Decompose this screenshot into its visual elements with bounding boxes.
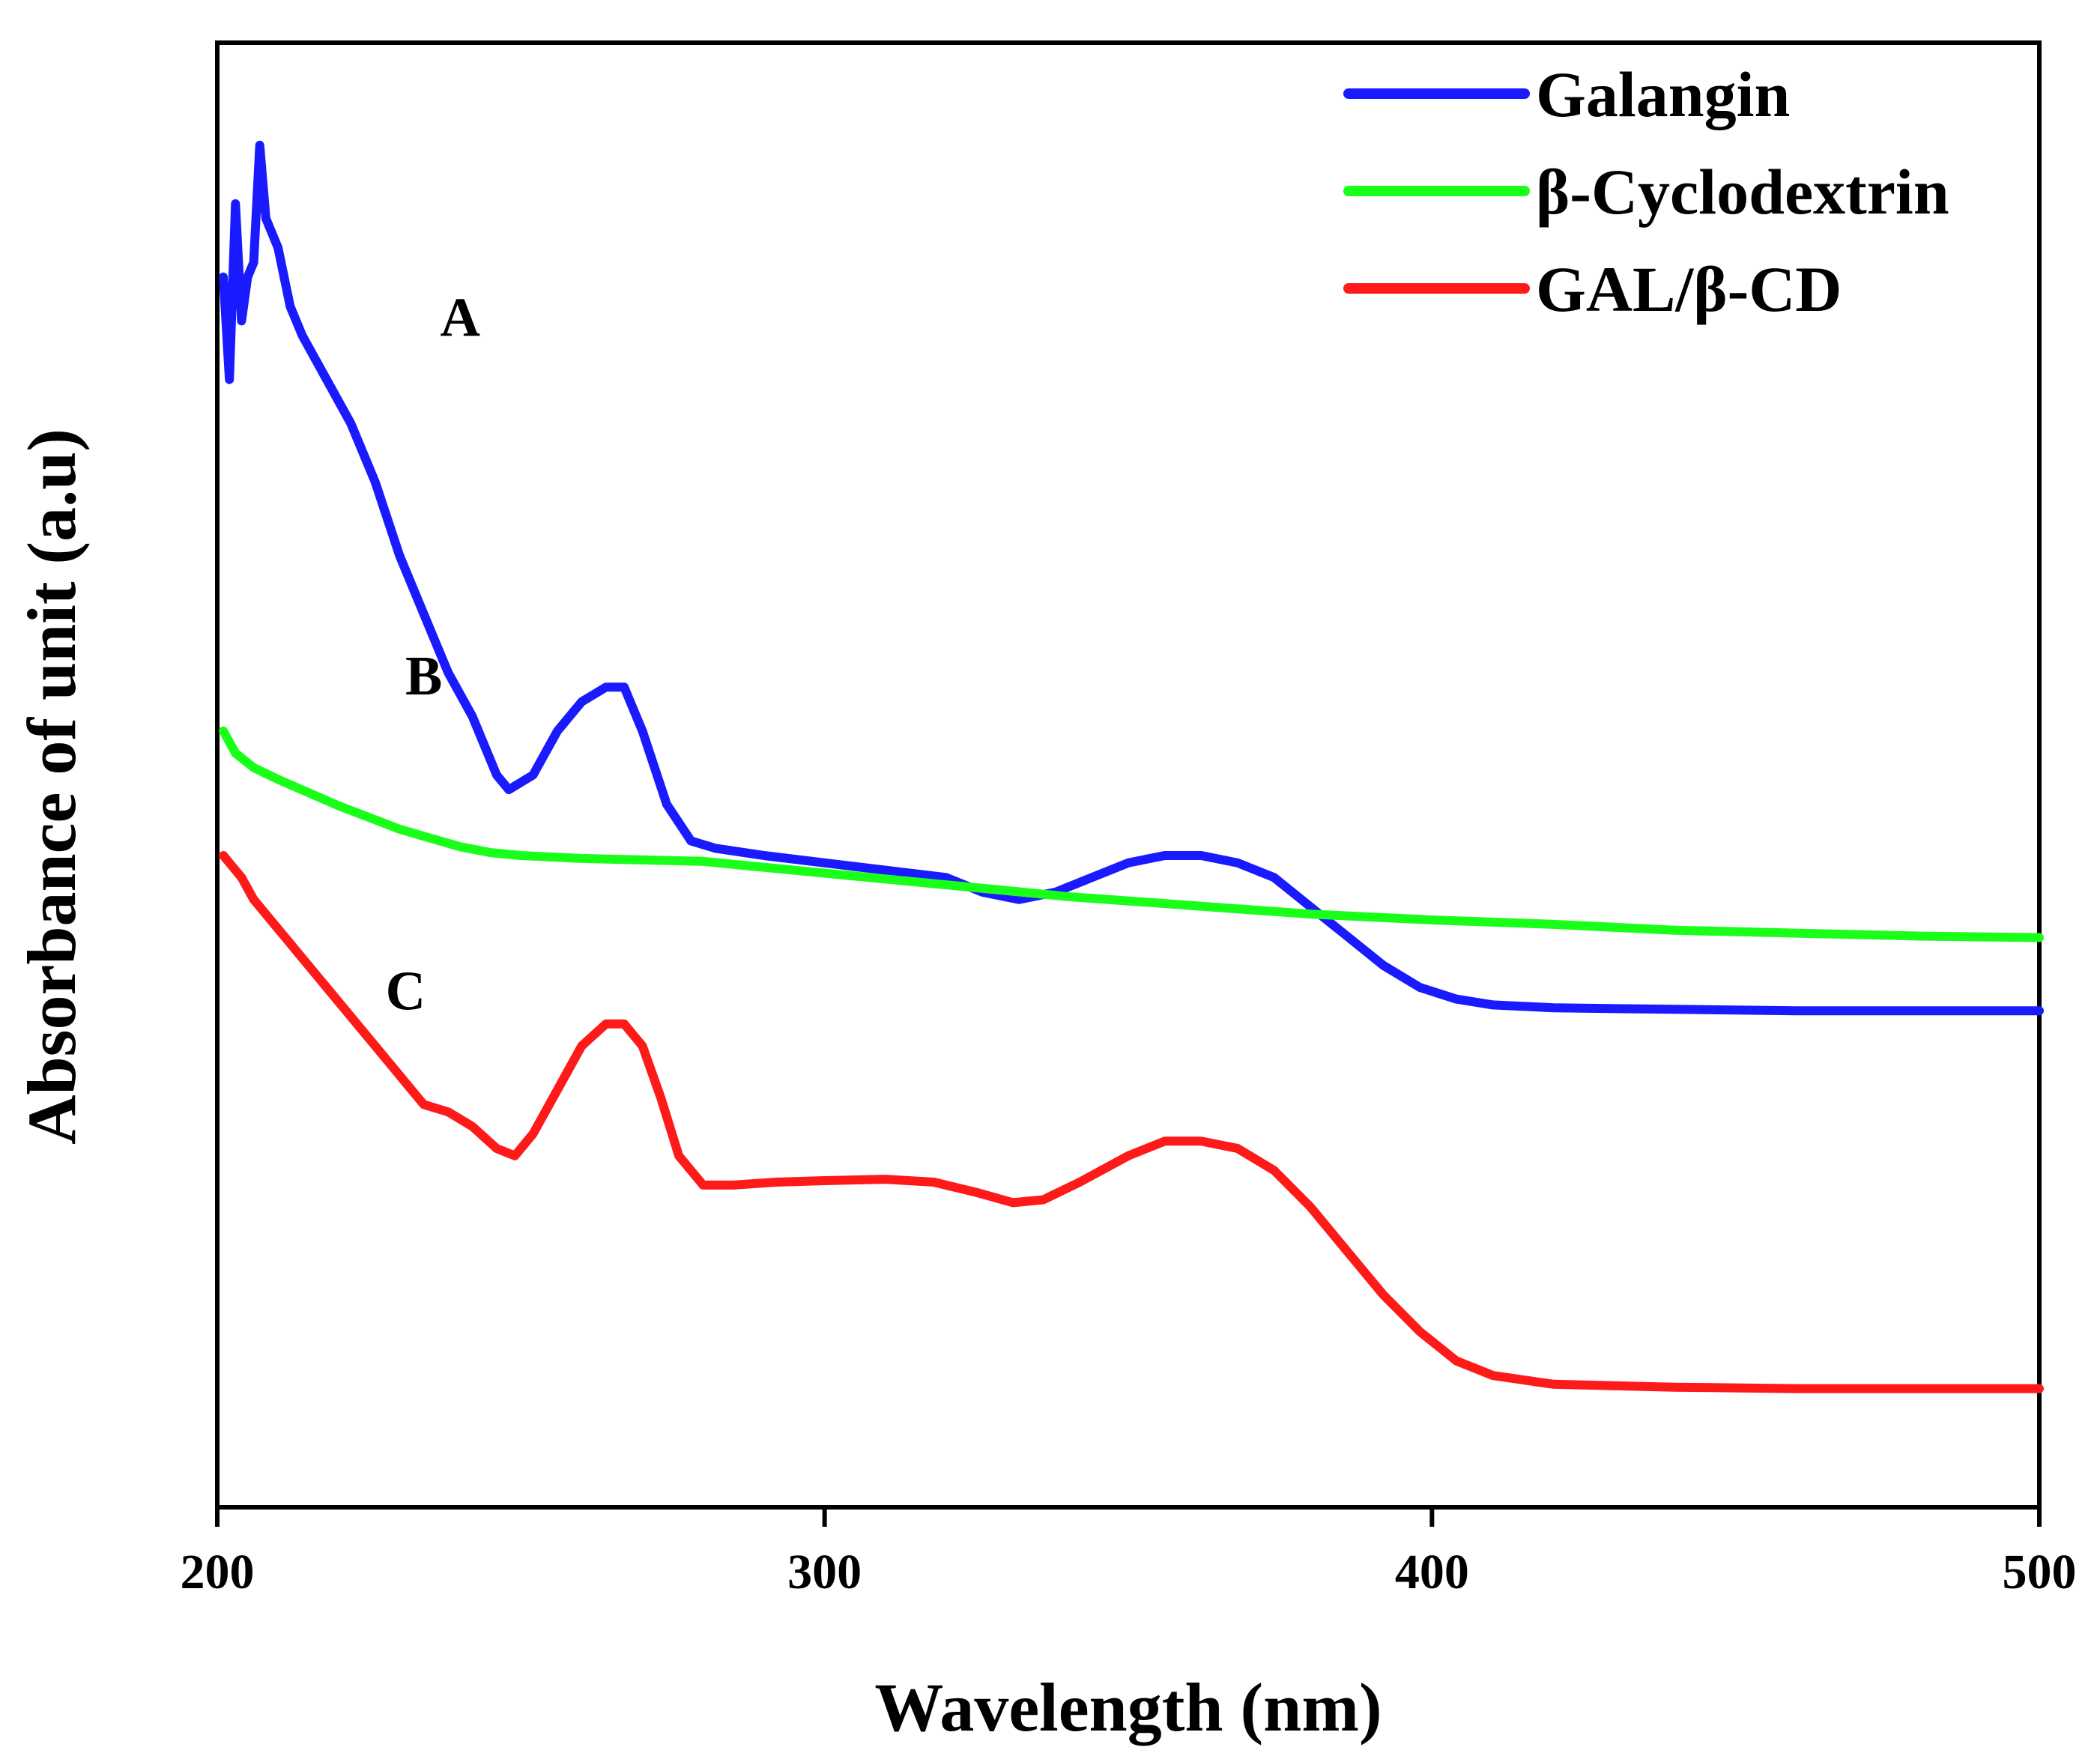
series-lines — [219, 140, 2044, 1393]
curve-label-c: C — [386, 960, 426, 1022]
curve-label-b: B — [405, 646, 442, 707]
legend-label-3: GAL/β-CD — [1536, 253, 1842, 325]
y-axis-title: Absorbance of unit (a.u) — [13, 429, 90, 1145]
legend: Galangin β-Cyclodextrin GAL/β-CD — [1343, 58, 1949, 325]
x-tick-label: 400 — [1395, 1545, 1469, 1599]
x-axis-title: Wavelength (nm) — [874, 1669, 1382, 1746]
series-line-3 — [219, 851, 2044, 1393]
legend-label-2: β-Cyclodextrin — [1536, 156, 1949, 228]
series-line-2 — [219, 726, 2044, 942]
x-tick-label: 500 — [2003, 1545, 2077, 1599]
x-tick-label: 300 — [787, 1545, 862, 1599]
series-line-1 — [219, 140, 2044, 1016]
x-tick-label: 200 — [181, 1545, 255, 1599]
x-axis-ticks: 200 300 400 500 — [181, 1507, 2077, 1599]
legend-label-1: Galangin — [1536, 58, 1790, 130]
plot-frame — [215, 40, 2042, 1510]
curve-annotations: A B C — [386, 287, 480, 1022]
curve-label-a: A — [441, 287, 480, 348]
